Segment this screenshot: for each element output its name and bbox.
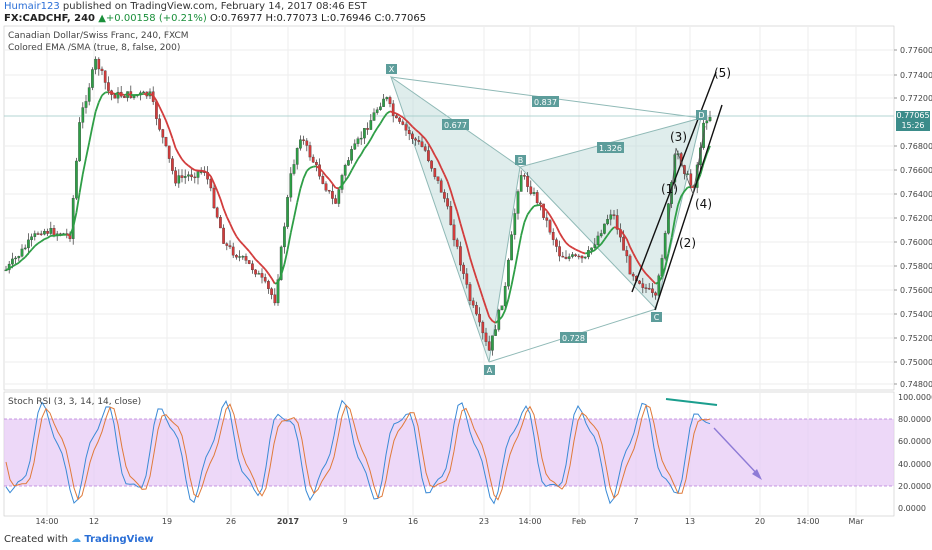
svg-text:(2): (2) bbox=[679, 236, 696, 250]
symbol-header: FX:CADCHF, 240 ▲+0.00158 (+0.21%) O:0.76… bbox=[4, 13, 426, 24]
svg-text:X: X bbox=[389, 65, 395, 74]
price-tick-label: 0.77600 bbox=[900, 46, 932, 55]
footer-created: Created with bbox=[4, 534, 68, 545]
ratio-labels: 0.837 0.677 1.326 0.728 bbox=[442, 96, 624, 343]
price-tick-label: 0.75800 bbox=[900, 262, 932, 271]
rsi-tick-label: 40.0000 bbox=[898, 460, 931, 469]
time-tick-label: 14:00 bbox=[796, 517, 819, 526]
price-tick-label: 0.77200 bbox=[900, 94, 932, 103]
price-tick-label: 0.74800 bbox=[900, 380, 932, 389]
price-pane[interactable] bbox=[3, 25, 895, 391]
rsi-k-line bbox=[5, 399, 711, 505]
time-tick-label: 7 bbox=[633, 517, 638, 526]
channel-lower-line bbox=[654, 104, 723, 311]
price-tick-label: 0.76400 bbox=[900, 190, 932, 199]
price-tick-label: 0.76200 bbox=[900, 214, 932, 223]
rsi-d-line bbox=[5, 403, 711, 501]
publish-header: Humair123 published on TradingView.com, … bbox=[4, 1, 367, 12]
time-tick-label: 19 bbox=[162, 517, 172, 526]
publish-info: published on TradingView.com, February 1… bbox=[62, 1, 367, 12]
svg-text:(1): (1) bbox=[661, 182, 678, 196]
time-tick-label: 13 bbox=[685, 517, 695, 526]
price-tick-label: 0.76000 bbox=[900, 238, 932, 247]
time-tick-label: 23 bbox=[479, 517, 489, 526]
rsi-tick-label: 20.0000 bbox=[898, 482, 931, 491]
rsi-legend[interactable]: Stoch RSI (3, 3, 14, 14, close) bbox=[8, 397, 142, 407]
ema-colored-segments bbox=[5, 91, 711, 324]
candlesticks bbox=[4, 56, 712, 356]
current-price-badge: 0.77065 bbox=[896, 111, 930, 121]
time-tick-label: Mar bbox=[848, 517, 864, 526]
price-change: +0.00158 (+0.21%) bbox=[105, 13, 207, 24]
svg-text:0.677: 0.677 bbox=[444, 121, 467, 130]
svg-text:A: A bbox=[487, 366, 493, 375]
price-tick-label: 0.75400 bbox=[900, 310, 932, 319]
time-tick-label: 14:00 bbox=[518, 517, 541, 526]
price-tick-label: 0.75200 bbox=[900, 334, 932, 343]
rsi-arrow-line bbox=[713, 427, 761, 478]
svg-text:D: D bbox=[698, 111, 704, 120]
footer-brand[interactable]: TradingView bbox=[84, 534, 154, 545]
chart-title-legend: Canadian Dollar/Swiss Franc, 240, FXCM bbox=[8, 31, 189, 41]
time-tick-label: 16 bbox=[408, 517, 418, 526]
wave-path bbox=[668, 125, 706, 220]
svg-text:0.728: 0.728 bbox=[562, 334, 585, 343]
svg-text:(4): (4) bbox=[695, 197, 712, 211]
change-arrow-icon: ▲ bbox=[98, 13, 106, 24]
time-tick-label: 14:00 bbox=[35, 517, 58, 526]
channel-upper-line bbox=[631, 71, 717, 293]
price-tick-label: 0.75600 bbox=[900, 286, 932, 295]
indicator-legend[interactable]: Colored EMA /SMA (true, 8, false, 200) bbox=[8, 43, 181, 53]
ohlc-values: O:0.76977 H:0.77073 L:0.76946 C:0.77065 bbox=[209, 13, 427, 24]
rsi-divergence-line bbox=[665, 398, 718, 406]
time-tick-label: 2017 bbox=[277, 517, 299, 526]
price-tick-label: 0.76600 bbox=[900, 166, 932, 175]
footer: Created with ☁ TradingView bbox=[4, 534, 154, 545]
time-tick-label: 20 bbox=[755, 517, 765, 526]
price-tick-label: 0.76800 bbox=[900, 142, 932, 151]
pattern-labels: X B A C D bbox=[386, 64, 707, 375]
current-time-badge: 15:26 bbox=[896, 121, 930, 131]
rsi-tick-label: 0.0000 bbox=[898, 504, 926, 513]
svg-text:(5): (5) bbox=[714, 66, 731, 80]
time-tick-label: 9 bbox=[342, 517, 347, 526]
rsi-axis[interactable]: 100.0000 80.0000 60.0000 40.0000 20.0000 0.00… bbox=[898, 393, 932, 513]
price-tick-label: 0.77400 bbox=[900, 71, 932, 80]
rsi-arrow-head bbox=[752, 469, 762, 480]
rsi-tick-label: 80.0000 bbox=[898, 415, 931, 424]
svg-text:B: B bbox=[518, 156, 524, 165]
tradingview-logo-icon: ☁ bbox=[71, 534, 82, 545]
symbol: FX:CADCHF, 240 bbox=[4, 13, 96, 24]
svg-text:0.837: 0.837 bbox=[534, 98, 557, 107]
price-axis[interactable]: 0.77600 0.77400 0.77200 0.76800 0.76600 0.764… bbox=[894, 46, 932, 389]
svg-text:(3): (3) bbox=[670, 130, 687, 144]
time-tick-label: Feb bbox=[572, 517, 586, 526]
time-axis[interactable]: 14:00 12 19 26 2017 9 16 23 14:00 Feb 7 13 20 14:00 Ma… bbox=[35, 517, 864, 526]
time-tick-label: 12 bbox=[89, 517, 99, 526]
rsi-tick-label: 60.0000 bbox=[898, 437, 931, 446]
author-link[interactable]: Humair123 bbox=[4, 1, 60, 12]
wave-labels: (1) (2) (3) (4) (5) bbox=[661, 66, 731, 250]
svg-text:C: C bbox=[654, 313, 660, 322]
svg-text:1.326: 1.326 bbox=[599, 144, 622, 153]
price-tick-label: 0.75000 bbox=[900, 358, 932, 367]
time-tick-label: 26 bbox=[226, 517, 236, 526]
rsi-tick-label: 100.0000 bbox=[898, 393, 932, 402]
